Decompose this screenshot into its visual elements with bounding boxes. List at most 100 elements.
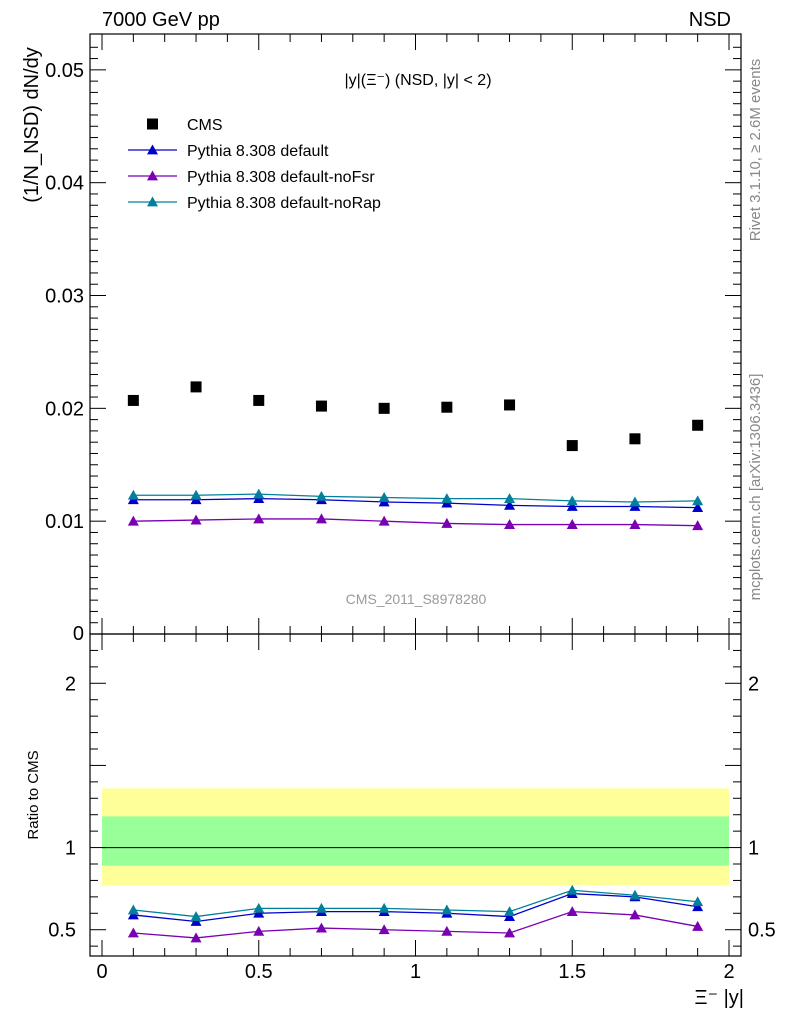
x-axis-label: Ξ⁻ |y| — [694, 987, 744, 1009]
ratio-series-marker — [441, 925, 453, 936]
ratio-series-line — [133, 910, 698, 939]
legend-entry: CMS — [187, 117, 223, 134]
main-y-tick-label: 0.05 — [45, 60, 84, 82]
main-series-marker — [504, 519, 516, 529]
main-series-marker — [441, 493, 453, 504]
ratio-y-axis-label: Ratio to CMS — [25, 750, 42, 839]
ratio-y-tick-label-left: 1 — [65, 838, 76, 860]
main-series-marker — [629, 519, 641, 529]
x-tick-label: 0 — [96, 961, 107, 983]
ratio-y-tick-label-right: 0.5 — [748, 920, 776, 942]
main-y-tick-label: 0.03 — [45, 286, 84, 308]
main-y-axis-label: (1/N_NSD) dN/dy — [21, 47, 43, 203]
x-tick-label: 0.5 — [245, 961, 273, 983]
x-tick-label: 1 — [410, 961, 421, 983]
main-y-tick-label: 0.02 — [45, 398, 84, 420]
cms-data-point — [127, 394, 139, 406]
main-series-marker — [504, 493, 516, 504]
main-series-marker — [190, 514, 202, 525]
ratio-series-marker — [190, 932, 202, 943]
main-series-line — [133, 518, 698, 527]
legend: CMS Pythia 8.308 default Pythia 8.308 defa… — [128, 117, 381, 212]
main-series-marker — [127, 489, 139, 500]
cms-data-point — [504, 399, 516, 411]
ratio-band-inner — [102, 816, 729, 866]
main-series-marker — [190, 489, 202, 500]
main-series-marker — [692, 502, 704, 513]
ratio-series-marker — [253, 925, 265, 936]
main-series-marker — [504, 499, 516, 510]
cms-data-point — [692, 419, 704, 431]
ratio-series — [127, 884, 704, 943]
main-series-marker — [378, 515, 390, 526]
legend-swatch-cms — [147, 118, 158, 130]
ratio-series-marker — [127, 904, 139, 915]
ratio-series-line — [133, 892, 698, 923]
ratio-series-marker — [629, 909, 641, 920]
ratio-series-marker — [692, 920, 704, 931]
main-series-marker — [566, 501, 578, 511]
ratio-series-marker — [378, 902, 390, 913]
watermark: CMS_2011_S8978280 — [346, 591, 487, 607]
main-series-marker — [253, 488, 265, 499]
main-plot-title: |y|(Ξ⁻) (NSD, |y| < 2) — [344, 72, 491, 89]
main-series-line — [133, 497, 698, 509]
main-series-marker — [692, 520, 704, 531]
main-series-marker — [692, 495, 704, 506]
ratio-series-marker — [441, 904, 453, 915]
main-y-tick-label: 0.04 — [45, 173, 84, 195]
header-right: NSD — [689, 9, 731, 31]
ratio-series-marker — [629, 889, 641, 900]
main-y-tick-label-zero: 0 — [73, 623, 84, 645]
header-left: 7000 GeV pp — [102, 9, 220, 31]
main-series-marker — [566, 495, 578, 506]
cms-data-point — [566, 440, 578, 452]
ratio-series-marker — [504, 906, 516, 917]
cms-data-point — [629, 433, 641, 445]
tick-labels: 0 0.5 1 1.5 2 0.01 0.02 0.03 0.04 0.05 0 0.5 0.5 1 1 2 2 — [45, 60, 776, 983]
main-series-marker — [127, 515, 139, 526]
ratio-series-marker — [315, 922, 327, 933]
x-tick-label: 2 — [723, 961, 734, 983]
cms-data-point — [378, 402, 390, 414]
main-series-marker — [315, 490, 327, 501]
ratio-y-tick-label-left: 0.5 — [48, 920, 76, 942]
ratio-bands — [102, 788, 729, 886]
main-series-marker — [378, 491, 390, 502]
ratio-y-tick-label-right: 1 — [748, 838, 759, 860]
rivet-version-text: Rivet 3.1.10, ≥ 2.6M events — [747, 59, 764, 242]
ratio-series-marker — [566, 884, 578, 895]
legend-swatch-marker — [147, 196, 158, 207]
axes — [89, 33, 742, 957]
x-tick-label: 1.5 — [558, 961, 586, 983]
main-series-marker — [253, 513, 265, 524]
legend-entry: Pythia 8.308 default-noRap — [187, 195, 381, 212]
cms-data-point — [441, 401, 453, 413]
main-series-line — [133, 493, 698, 503]
cms-data-point — [315, 400, 327, 412]
main-y-tick-label: 0.01 — [45, 511, 84, 533]
ratio-series-marker — [378, 924, 390, 935]
ratio-series-marker — [504, 927, 516, 938]
ratio-series-marker — [315, 902, 327, 913]
mcplots-reference-text: mcplots.cern.ch [arXiv:1306.3436] — [747, 374, 764, 601]
ratio-y-tick-label-right: 2 — [748, 673, 759, 695]
legend-entry: Pythia 8.308 default-noFsr — [187, 169, 375, 186]
legend-entry: Pythia 8.308 default — [187, 143, 329, 160]
ratio-series-marker — [566, 906, 578, 917]
main-series-marker — [629, 496, 641, 507]
ratio-series-marker — [692, 896, 704, 907]
ratio-series-marker — [127, 927, 139, 938]
ratio-y-tick-label-left: 2 — [65, 673, 76, 695]
ratio-series-line — [133, 889, 698, 918]
cms-data-point — [190, 381, 202, 393]
main-series-marker — [566, 519, 578, 529]
main-series — [127, 381, 704, 531]
legend-swatch-marker — [147, 144, 158, 155]
ratio-series-marker — [190, 911, 202, 921]
ratio-series-marker — [253, 902, 265, 913]
main-series-marker — [315, 513, 327, 524]
main-series-marker — [441, 517, 453, 528]
legend-swatch-marker — [147, 170, 158, 181]
